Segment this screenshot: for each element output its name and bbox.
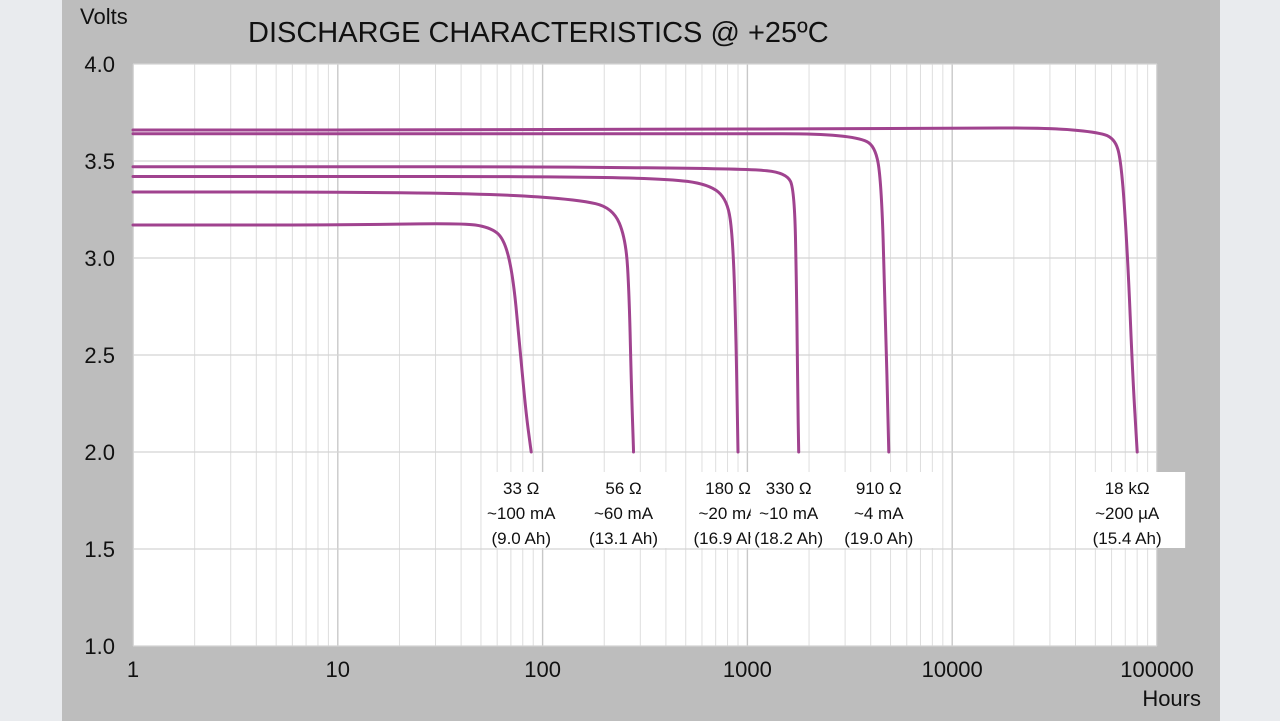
x-tick-label: 1 bbox=[127, 657, 139, 682]
series-line-5 bbox=[131, 132, 891, 454]
series-label-line: ~4 mA bbox=[854, 504, 904, 523]
series-label-line: 56 Ω bbox=[605, 479, 641, 498]
x-axis-label: Hours bbox=[1142, 686, 1201, 711]
series-label-line: (19.0 Ah) bbox=[844, 529, 913, 548]
y-tick-label: 1.0 bbox=[84, 634, 115, 659]
series-label-line: 33 Ω bbox=[503, 479, 539, 498]
series-label-line: ~60 mA bbox=[594, 504, 654, 523]
series-line-6 bbox=[131, 126, 1139, 454]
series-line-4 bbox=[131, 165, 801, 454]
series-label-line: 18 kΩ bbox=[1105, 479, 1150, 498]
series-label-bg bbox=[585, 472, 682, 548]
series-line-1 bbox=[131, 222, 533, 454]
tick-layer: 4.0 3.5 3.0 2.5 2.0 1.5 1.0 1 10 100 1000 10000 1000… bbox=[84, 52, 1193, 682]
x-tick-label: 100000 bbox=[1120, 657, 1193, 682]
x-tick-label: 1000 bbox=[723, 657, 772, 682]
series-label-bg bbox=[1089, 472, 1186, 548]
series-label-line: 910 Ω bbox=[856, 479, 902, 498]
y-tick-label: 2.0 bbox=[84, 440, 115, 465]
y-tick-label: 4.0 bbox=[84, 52, 115, 77]
series-label-line: (9.0 Ah) bbox=[491, 529, 551, 548]
series-label-line: (13.1 Ah) bbox=[589, 529, 658, 548]
series-label-4: 330 Ω ~10 mA (18.2 Ah) bbox=[750, 472, 847, 548]
grid bbox=[132, 63, 1158, 647]
y-tick-label: 3.5 bbox=[84, 149, 115, 174]
series-label-line: 330 Ω bbox=[766, 479, 812, 498]
series-label-bg bbox=[483, 472, 580, 548]
y-tick-label: 3.0 bbox=[84, 246, 115, 271]
x-tick-label: 100 bbox=[524, 657, 561, 682]
series-label-1: 33 Ω ~100 mA (9.0 Ah) bbox=[483, 472, 580, 548]
series-label-bg bbox=[840, 472, 937, 548]
x-tick-label: 10000 bbox=[922, 657, 983, 682]
y-tick-label: 1.5 bbox=[84, 537, 115, 562]
series-label-line: ~200 µA bbox=[1095, 504, 1160, 523]
series-line-3 bbox=[131, 174, 740, 454]
label-layer: 33 Ω ~100 mA (9.0 Ah) 56 Ω ~60 mA (13.1 Ah) 18… bbox=[483, 472, 1186, 548]
series-label-line: (16.9 Ah) bbox=[694, 529, 763, 548]
series-label-6: 18 kΩ ~200 µA (15.4 Ah) bbox=[1089, 472, 1186, 548]
series-layer bbox=[131, 126, 1139, 454]
series-label-bg bbox=[750, 472, 847, 548]
series-label-line: ~100 mA bbox=[487, 504, 556, 523]
series-label-line: ~20 mA bbox=[698, 504, 758, 523]
series-label-line: ~10 mA bbox=[759, 504, 819, 523]
series-label-5: 910 Ω ~4 mA (19.0 Ah) bbox=[840, 472, 937, 548]
y-tick-label: 2.5 bbox=[84, 343, 115, 368]
series-label-line: 180 Ω bbox=[705, 479, 751, 498]
series-label-line: (18.2 Ah) bbox=[754, 529, 823, 548]
series-line-2 bbox=[131, 190, 636, 454]
y-axis-label: Volts bbox=[80, 4, 128, 29]
series-label-2: 56 Ω ~60 mA (13.1 Ah) bbox=[585, 472, 682, 548]
series-label-line: (15.4 Ah) bbox=[1093, 529, 1162, 548]
chart-title: DISCHARGE CHARACTERISTICS @ +25ºC bbox=[248, 17, 829, 49]
x-tick-label: 10 bbox=[326, 657, 350, 682]
